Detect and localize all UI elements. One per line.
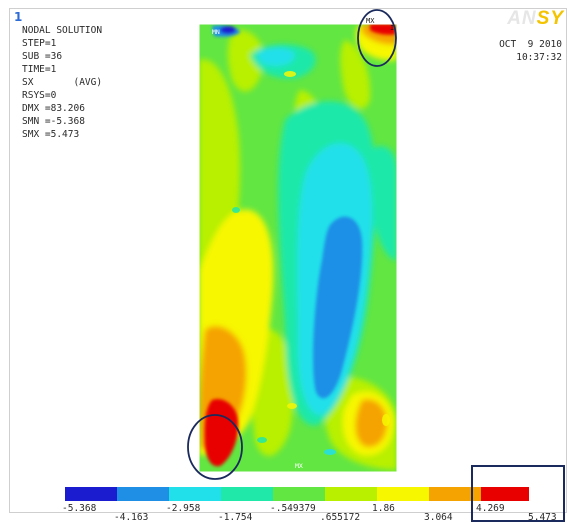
solution-info-block: NODAL SOLUTION STEP=1 SUB =36 TIME=1 SX … xyxy=(22,24,102,141)
legend-band-2 xyxy=(117,487,169,501)
legend-band-9 xyxy=(481,487,529,501)
info-smn: SMN =-5.368 xyxy=(22,116,85,127)
legend-label-bottom-4: 3.064 xyxy=(424,512,453,523)
info-component: SX (AVG) xyxy=(22,77,103,88)
max-marker: MX xyxy=(366,17,375,25)
legend-label-bottom-2: -1.754 xyxy=(218,512,253,523)
legend-label-top-3: -.549379 xyxy=(270,503,316,514)
legend-label-bottom-1: -4.163 xyxy=(114,512,149,523)
legend-label-top-5: 4.269 xyxy=(476,503,505,514)
legend-band-5 xyxy=(273,487,325,501)
legend-label-top-4: 1.86 xyxy=(372,503,395,514)
plate-outline xyxy=(198,23,398,473)
legend-band-8 xyxy=(429,487,481,501)
legend-label-bottom-3: .655172 xyxy=(320,512,361,523)
axis-marker: I xyxy=(390,24,394,32)
legend-band-3 xyxy=(169,487,221,501)
info-sub: SUB =36 xyxy=(22,51,63,62)
time-text: 10:37:32 xyxy=(516,52,562,63)
info-time: TIME=1 xyxy=(22,64,57,75)
annotation-circle-top xyxy=(357,9,397,67)
legend-label-bottom-5: 5.473 xyxy=(528,512,557,523)
datetime-block: OCT 9 2010 10:37:32 xyxy=(499,38,562,64)
legend-label-top-1: -5.368 xyxy=(62,503,97,514)
legend-label-top-2: -2.958 xyxy=(166,503,201,514)
contour-plate xyxy=(199,24,397,472)
annotation-box xyxy=(471,465,565,522)
legend-band-4 xyxy=(221,487,273,501)
max-marker-bottom: MX xyxy=(295,462,303,470)
info-step: STEP=1 xyxy=(22,38,57,49)
info-rsys: RSYS=0 xyxy=(22,90,57,101)
contour-legend xyxy=(65,487,529,501)
info-title: NODAL SOLUTION xyxy=(22,25,103,36)
annotation-circle-bottom xyxy=(187,414,243,480)
legend-band-6 xyxy=(325,487,377,501)
ansys-logo: ANSY xyxy=(507,8,564,29)
info-dmx: DMX =83.206 xyxy=(22,103,85,114)
min-marker: MN xyxy=(212,28,220,36)
date-text: OCT 9 2010 xyxy=(499,39,562,50)
window-number: 1 xyxy=(14,10,23,24)
info-smx: SMX =5.473 xyxy=(22,129,80,140)
legend-band-1 xyxy=(65,487,117,501)
legend-band-7 xyxy=(377,487,429,501)
